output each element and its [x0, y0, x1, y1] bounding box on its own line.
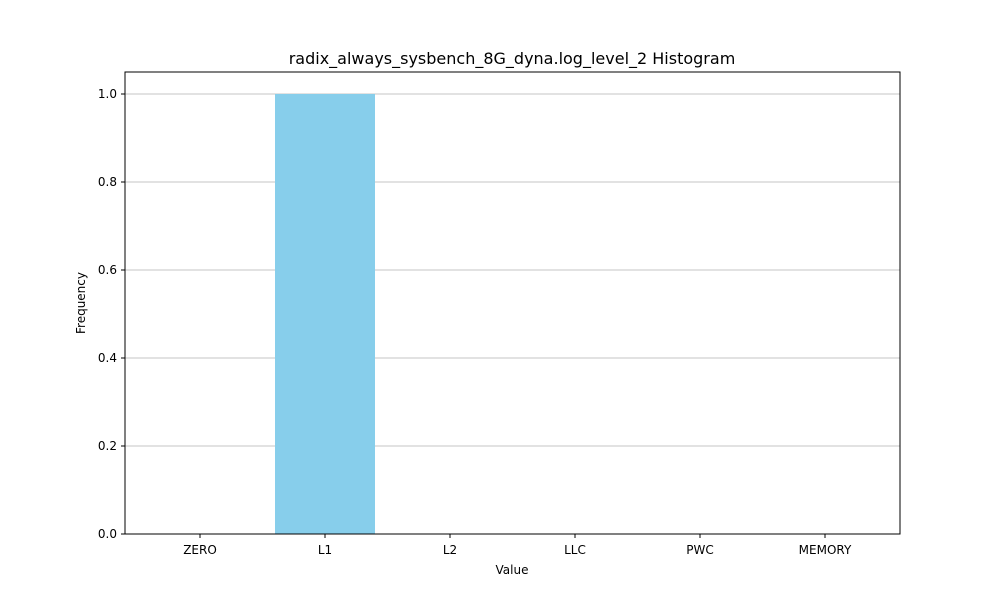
y-tick-label: 0.6 — [98, 263, 117, 277]
y-tick-label: 1.0 — [98, 87, 117, 101]
x-axis-label: Value — [496, 563, 529, 577]
x-tick-label: PWC — [686, 543, 713, 557]
y-tick-label: 0.8 — [98, 175, 117, 189]
x-tick-label: L1 — [318, 543, 332, 557]
bars — [275, 94, 375, 534]
plot-frame — [124, 71, 901, 535]
y-tick-label: 0.0 — [98, 527, 117, 541]
y-axis-label: Frequency — [74, 272, 88, 334]
x-tick-label: ZERO — [183, 543, 217, 557]
bar-l1 — [275, 94, 375, 534]
y-tick-label: 0.4 — [98, 351, 117, 365]
x-tick-label: MEMORY — [799, 543, 852, 557]
y-tick-label: 0.2 — [98, 439, 117, 453]
x-tick-label: L2 — [443, 543, 457, 557]
x-tick-label: LLC — [564, 543, 586, 557]
y-axis-ticks: 0.0 0.2 0.4 0.6 0.8 1.0 — [98, 87, 125, 541]
chart-title: radix_always_sysbench_8G_dyna.log_level_… — [289, 49, 736, 69]
x-axis-ticks: ZERO L1 L2 LLC PWC MEMORY — [183, 534, 852, 557]
grid-lines — [125, 93, 900, 535]
